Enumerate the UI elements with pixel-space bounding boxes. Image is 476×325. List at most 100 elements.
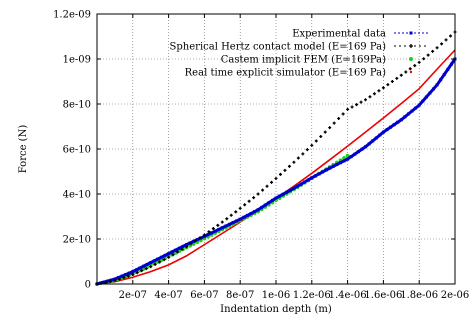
x-tick-label: 4e-07 [154, 290, 182, 301]
legend-label: Spherical Hertz contact model (E=169 Pa) [170, 42, 387, 53]
series-point [296, 185, 299, 188]
series-point [357, 150, 360, 153]
series-point [440, 42, 443, 45]
series-point [239, 207, 242, 210]
series-point [409, 67, 412, 70]
series-point [246, 214, 249, 217]
series-point [260, 206, 263, 209]
series-point [355, 103, 358, 106]
series-point [264, 204, 267, 207]
series-point [128, 272, 131, 275]
x-tick-label: 1.6e-06 [364, 290, 402, 301]
series-point [164, 254, 167, 257]
series-point [174, 249, 177, 252]
legend-marker [409, 57, 413, 61]
series-point [319, 135, 322, 138]
series-point [138, 267, 141, 270]
series-point [230, 214, 233, 217]
tick-layer: 2e-07 4e-07 6e-07 8e-07 1e-06 1.2e-061.4e-061… [53, 10, 469, 302]
series-point [275, 197, 278, 200]
y-tick-label: 8e-10 [63, 100, 91, 111]
series-point [167, 252, 170, 255]
series-point [386, 83, 389, 86]
series-point [396, 121, 399, 124]
x-tick-label: 1.4e-06 [329, 290, 367, 301]
series-point [243, 203, 246, 206]
x-tick-label: 2e-07 [119, 290, 147, 301]
series-point [242, 216, 245, 219]
series-point [375, 136, 378, 139]
series-point [131, 270, 134, 273]
series-point [436, 83, 439, 86]
legend-marker [410, 71, 412, 73]
legend-entry-0: Experimental data [292, 29, 428, 40]
series-point [178, 247, 181, 250]
series-point [431, 50, 434, 53]
series-point [206, 233, 209, 236]
x-tick-label: 2e-06 [441, 290, 469, 301]
series-point [153, 259, 156, 262]
series-point [235, 219, 238, 222]
series-point [212, 227, 215, 230]
series-point [450, 63, 453, 66]
series-point [249, 212, 252, 215]
series-point [317, 172, 320, 175]
series-point [300, 183, 303, 186]
series-point [225, 217, 228, 220]
series-point [271, 199, 274, 202]
series-point [368, 95, 371, 98]
series-point [306, 148, 309, 151]
series-point [351, 105, 354, 108]
series-point [149, 261, 152, 264]
series-point [432, 87, 435, 90]
series-point [310, 144, 313, 147]
legend-label: Experimental data [292, 29, 386, 40]
series-point [373, 92, 376, 95]
series-point [407, 112, 410, 115]
series-point [221, 221, 224, 224]
series-point [378, 134, 381, 137]
series-point [171, 250, 174, 253]
series-point [343, 159, 346, 162]
legend-marker [410, 32, 413, 35]
series-point [350, 155, 353, 158]
series-point [368, 142, 371, 145]
series-point [389, 126, 392, 129]
legend-label: Castem implicit FEM (E=169Pa) [221, 55, 386, 66]
series-point [391, 80, 394, 83]
series-point [328, 167, 331, 170]
series-point [443, 73, 446, 76]
series-point [142, 265, 145, 268]
series-point [278, 195, 281, 198]
series-point [289, 189, 292, 192]
series-point [282, 193, 285, 196]
series-point [382, 86, 385, 89]
series-point [427, 54, 430, 57]
series-point [252, 196, 255, 199]
series-point [360, 101, 363, 104]
series-point [421, 100, 424, 103]
series-point [342, 112, 345, 115]
series-point [234, 210, 237, 213]
series-point [156, 258, 159, 261]
series-point [400, 118, 403, 121]
series-point [353, 153, 356, 156]
series-point [346, 108, 349, 111]
series-point [315, 139, 318, 142]
y-axis-label: Force (N) [18, 125, 29, 174]
series-point [321, 170, 324, 173]
legend-entry-2: Castem implicit FEM (E=169Pa) [221, 55, 413, 66]
series-point [414, 107, 417, 110]
series-point [217, 228, 220, 231]
series-point [411, 109, 414, 112]
series-point [339, 161, 342, 164]
series-point [228, 223, 231, 226]
x-tick-label: 8e-07 [226, 290, 254, 301]
series-point [239, 218, 242, 221]
series-point [314, 174, 317, 177]
series-point [360, 148, 363, 151]
series-point [307, 178, 310, 181]
series-point [382, 131, 385, 134]
